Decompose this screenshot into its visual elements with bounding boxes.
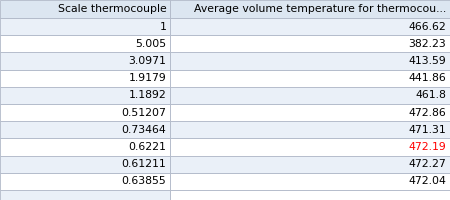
Bar [0, 0, 170, 18]
Text: 0.6221: 0.6221 [129, 142, 166, 152]
Bar [170, 173, 450, 190]
Text: 382.23: 382.23 [409, 39, 446, 49]
Bar [170, 52, 450, 70]
Bar [170, 35, 450, 52]
Bar [170, 156, 450, 173]
Text: 441.86: 441.86 [409, 73, 446, 83]
Bar [0, 70, 170, 87]
Text: 1.9179: 1.9179 [129, 73, 166, 83]
Bar [170, 138, 450, 156]
Bar [170, 121, 450, 138]
Bar [170, 190, 450, 200]
Bar [0, 138, 170, 156]
Bar [170, 70, 450, 87]
Bar [170, 104, 450, 121]
Text: 0.73464: 0.73464 [122, 125, 166, 135]
Text: 472.27: 472.27 [409, 159, 446, 169]
Bar [170, 0, 450, 18]
Text: 5.005: 5.005 [135, 39, 166, 49]
Text: 0.51207: 0.51207 [122, 108, 166, 118]
Bar [170, 18, 450, 35]
Text: 0.63855: 0.63855 [122, 176, 166, 186]
Text: 472.19: 472.19 [409, 142, 446, 152]
Text: Average volume temperature for thermocou...: Average volume temperature for thermocou… [194, 4, 446, 14]
Bar [0, 104, 170, 121]
Text: 472.86: 472.86 [409, 108, 446, 118]
Text: 3.0971: 3.0971 [129, 56, 166, 66]
Text: 472.04: 472.04 [409, 176, 446, 186]
Bar [0, 121, 170, 138]
Text: 466.62: 466.62 [409, 22, 446, 32]
Bar [0, 52, 170, 70]
Text: 413.59: 413.59 [409, 56, 446, 66]
Bar [0, 35, 170, 52]
Bar [0, 156, 170, 173]
Text: Scale thermocouple: Scale thermocouple [58, 4, 166, 14]
Text: 471.31: 471.31 [409, 125, 446, 135]
Text: 0.61211: 0.61211 [122, 159, 166, 169]
Bar [0, 173, 170, 190]
Bar [0, 190, 170, 200]
Bar [0, 87, 170, 104]
Text: 1: 1 [160, 22, 166, 32]
Text: 461.8: 461.8 [415, 90, 446, 100]
Bar [0, 18, 170, 35]
Text: 1.1892: 1.1892 [129, 90, 166, 100]
Bar [170, 87, 450, 104]
